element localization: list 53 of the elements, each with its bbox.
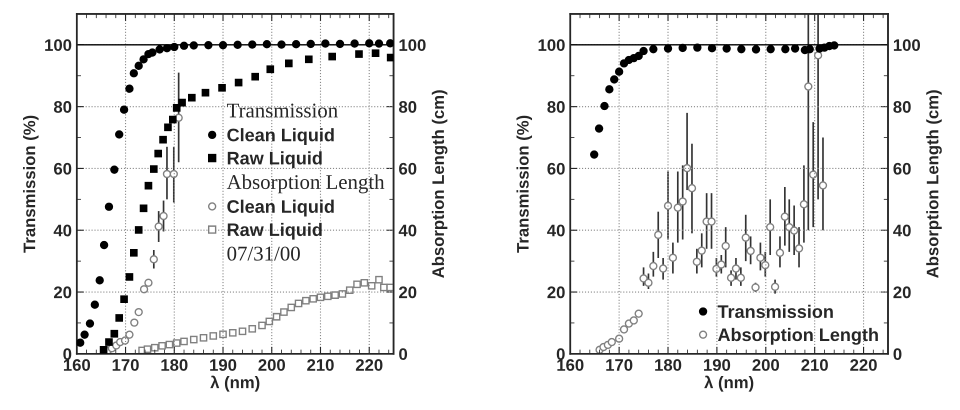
y2-tick-label: 40 <box>398 224 416 236</box>
y-tick-label: 80 <box>547 101 565 113</box>
y-tick-label: 0 <box>63 348 72 360</box>
y-tick-label: 0 <box>556 348 565 360</box>
y-tick-label: 20 <box>547 286 565 298</box>
y-tick-label: 20 <box>54 286 72 298</box>
x-tick-label: 180 <box>655 359 682 371</box>
y-tick-label: 60 <box>547 162 565 175</box>
x-axis-title: λ (nm) <box>210 376 260 392</box>
y-tick-label: 100 <box>538 39 565 52</box>
y-axis-title: Transmission (%) <box>23 116 39 253</box>
x-tick-label: 170 <box>606 359 632 371</box>
x-axis-title: λ (nm) <box>704 376 754 392</box>
y2-tick-label: 60 <box>399 162 416 175</box>
y-tick-label: 80 <box>54 101 72 113</box>
x-tick-label: 200 <box>752 359 780 371</box>
x-tick-label: 200 <box>258 359 285 371</box>
y-tick-label: 40 <box>547 224 565 236</box>
annotation: 07/31/00 <box>227 246 300 261</box>
y2-tick-label: 100 <box>894 39 920 52</box>
legend-label: Transmission <box>718 304 833 318</box>
x-tick-label: 170 <box>112 359 139 371</box>
y-tick-label: 100 <box>45 39 72 52</box>
y2-axis-title: Absorption Length (cm) <box>432 90 448 278</box>
legend-label: Raw Liquid <box>228 222 322 240</box>
y-tick-label: 60 <box>54 162 72 175</box>
y-tick-label: 40 <box>54 224 72 236</box>
x-tick-label: 190 <box>210 359 236 371</box>
x-tick-label: 220 <box>356 359 382 371</box>
y2-tick-label: 20 <box>893 286 911 298</box>
y2-tick-label: 20 <box>399 286 416 298</box>
y2-tick-label: 40 <box>893 224 911 236</box>
y2-tick-label: 0 <box>894 348 902 360</box>
x-tick-label: 180 <box>161 359 188 371</box>
y2-tick-label: 80 <box>398 101 416 113</box>
x-tick-label: 190 <box>704 359 730 371</box>
y-axis-title: Transmission (%) <box>516 116 532 253</box>
legend-label: Raw Liquid <box>228 151 322 168</box>
y2-tick-label: 60 <box>893 162 911 175</box>
x-tick-label: 220 <box>850 359 877 371</box>
legend-label: Clean Liquid <box>227 128 334 145</box>
y2-tick-label: 80 <box>893 101 911 113</box>
annotation: Absorption Length <box>226 174 384 194</box>
annotation: Transmission <box>226 104 338 118</box>
x-tick-label: 160 <box>64 359 90 371</box>
x-tick-label: 160 <box>557 359 584 371</box>
x-tick-label: 210 <box>307 359 334 371</box>
x-tick-label: 210 <box>801 359 828 371</box>
legend-label: Clean Liquid <box>227 200 334 217</box>
y2-axis-title: Absorption Length (cm) <box>926 90 942 278</box>
legend-label: Absorption Length <box>718 328 878 345</box>
y2-tick-label: 100 <box>400 39 426 52</box>
y2-tick-label: 0 <box>399 348 408 360</box>
